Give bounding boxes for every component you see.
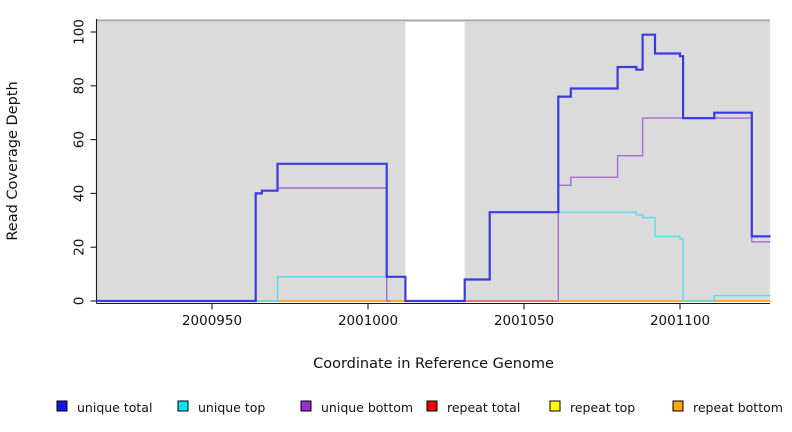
series-unique-total (96, 33, 771, 303)
x-tick-label: 2001100 (650, 313, 710, 329)
y-tick-label: 100 (72, 19, 88, 45)
legend-label-repeat-total: repeat total (447, 400, 520, 415)
y-tick-label: 20 (72, 239, 88, 256)
zero-coverage-gap (405, 22, 465, 302)
y-tick-label: 80 (72, 77, 88, 94)
y-tick-label: 40 (72, 185, 88, 202)
legend-label-repeat-top: repeat top (570, 400, 635, 415)
x-tick-label: 2000950 (182, 313, 242, 329)
legend-swatch-unique-bottom (300, 400, 312, 412)
series-lines (96, 33, 771, 303)
y-tick-label: 60 (72, 131, 88, 148)
legend-swatch-unique-top (177, 400, 189, 412)
x-axis-title: Coordinate in Reference Genome (313, 356, 554, 372)
y-tick-label: 0 (72, 297, 88, 306)
x-tick-label: 2001000 (338, 313, 398, 329)
y-axis-title: Read Coverage Depth (5, 81, 21, 240)
legend-swatch-unique-total (56, 400, 68, 412)
legend-swatch-repeat-top (549, 400, 561, 412)
plot-panel (97, 19, 770, 302)
legend-swatch-repeat-total (426, 400, 438, 412)
legend-label-unique-total: unique total (77, 400, 152, 415)
legend-swatch-repeat-bottom (672, 400, 684, 412)
legend-label-unique-top: unique top (198, 400, 265, 415)
legend-label-unique-bottom: unique bottom (321, 400, 413, 415)
legend-label-repeat-bottom: repeat bottom (693, 400, 783, 415)
axes: 2000950 2001000 2001050 2001100 0 20 40 60 80 100 (72, 19, 770, 329)
x-tick-label: 2001050 (494, 313, 554, 329)
legend: unique total unique top unique bottom repea… (56, 400, 783, 415)
